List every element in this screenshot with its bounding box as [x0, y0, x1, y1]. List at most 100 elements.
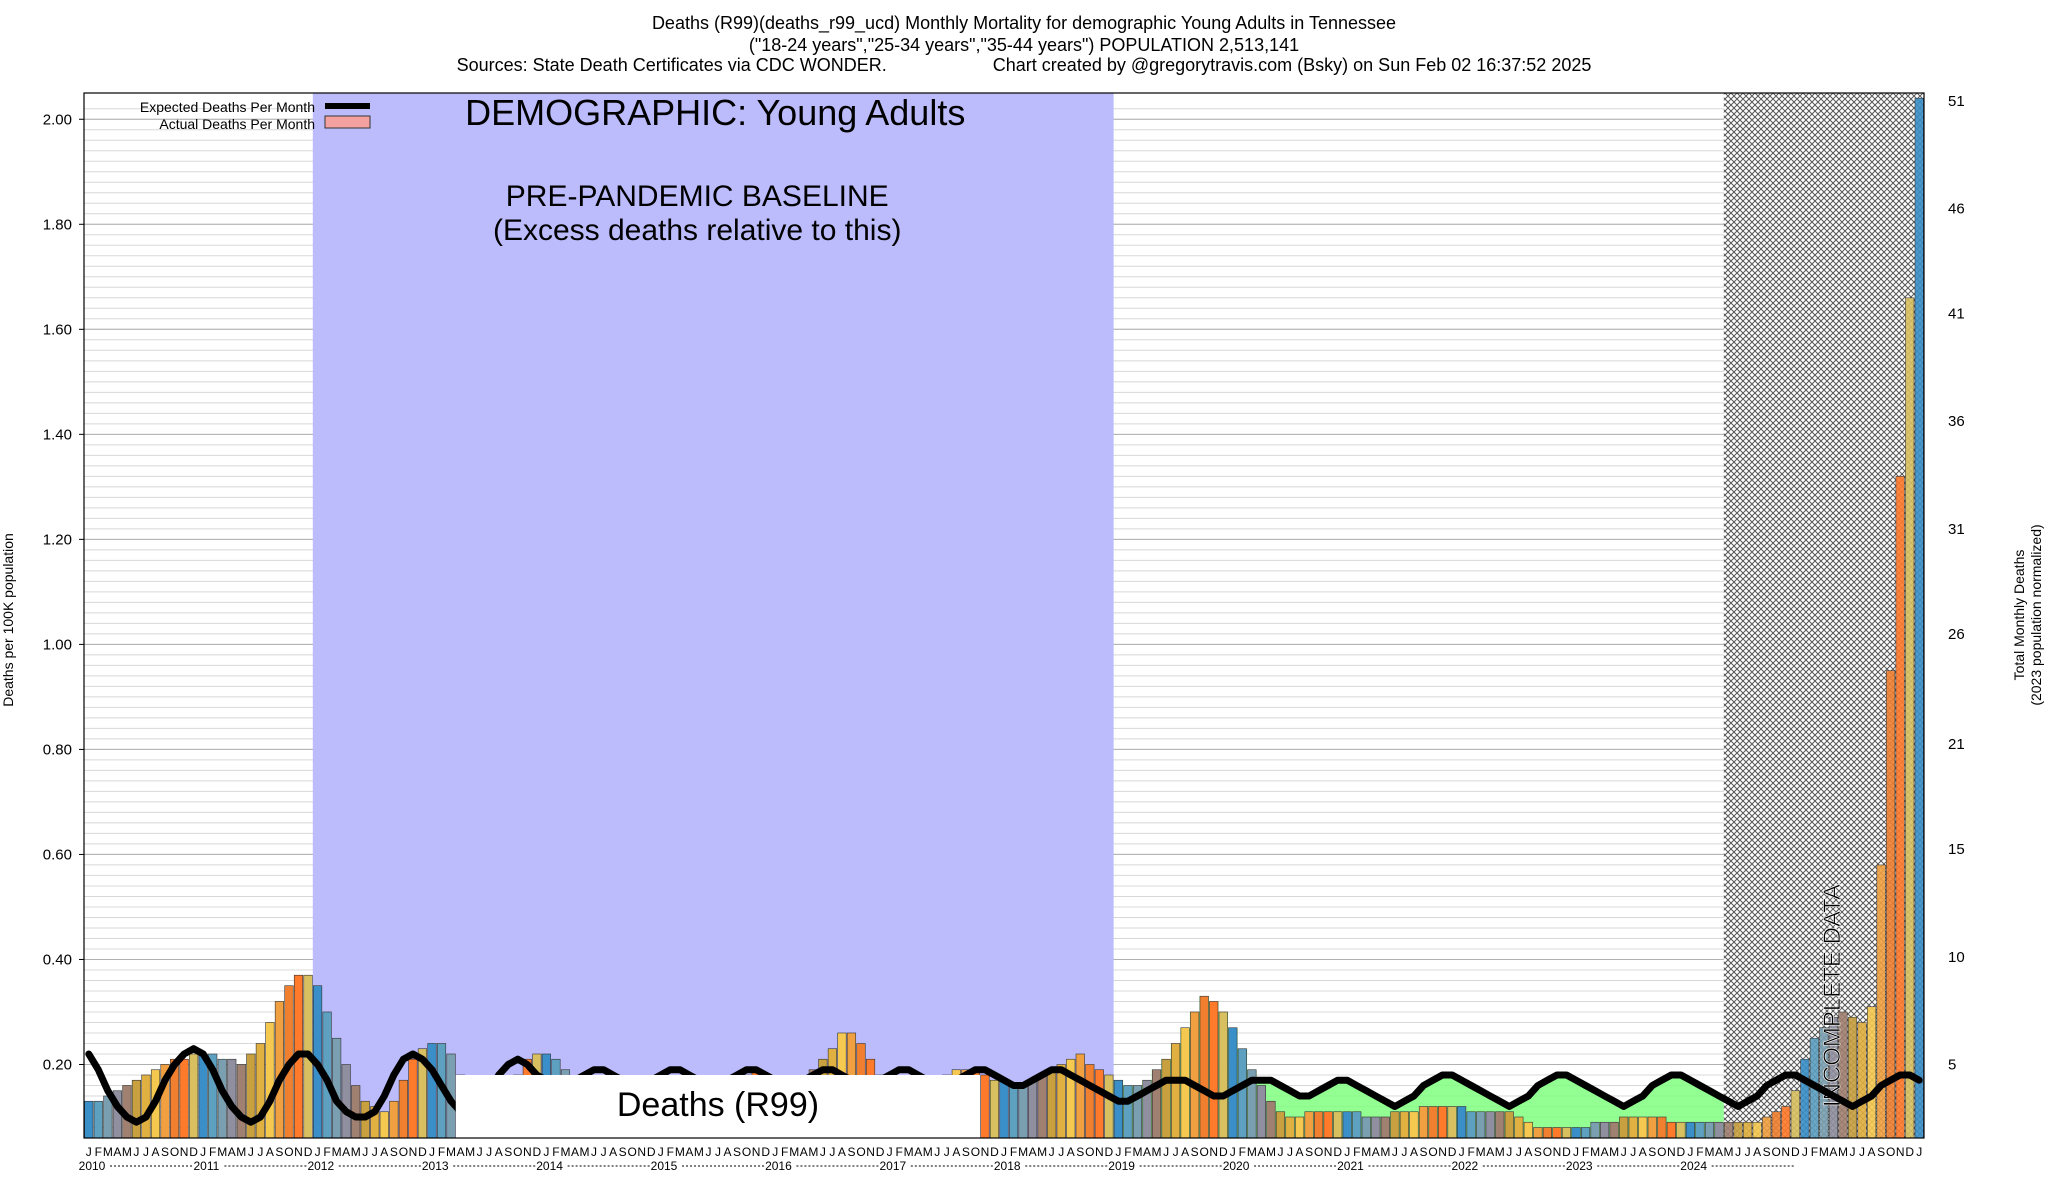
actual-bar [1371, 1116, 1381, 1139]
actual-bar [1800, 1058, 1810, 1139]
month-tick-label: A [1486, 1145, 1494, 1159]
month-tick-label: J [1849, 1145, 1855, 1159]
month-tick-label: J [200, 1145, 206, 1159]
month-tick-label: A [151, 1145, 159, 1159]
month-tick-label: J [658, 1145, 664, 1159]
right-tick-label: 36 [1948, 413, 1965, 430]
actual-bar [1666, 1121, 1676, 1139]
right-tick-label: 31 [1948, 521, 1965, 538]
y-tick-label: 1.00 [43, 636, 72, 653]
actual-bar [1104, 1074, 1114, 1139]
actual-bar [980, 1074, 990, 1139]
actual-bar [341, 1064, 351, 1139]
month-tick-label: F [895, 1145, 902, 1159]
actual-bar [1752, 1121, 1762, 1139]
actual-bar [1190, 1011, 1200, 1139]
month-tick-label: A [113, 1145, 121, 1159]
month-tick-label: A [1829, 1145, 1837, 1159]
month-tick-label: J [1344, 1145, 1350, 1159]
month-tick-label: A [1143, 1145, 1151, 1159]
month-tick-label: D [1562, 1145, 1571, 1159]
y-tick-label: 0.60 [43, 846, 72, 863]
month-tick-label: J [1001, 1145, 1007, 1159]
actual-bar [1342, 1111, 1352, 1139]
actual-bar [255, 1043, 265, 1139]
year-tick-label: 2023 [1566, 1159, 1593, 1173]
actual-bar [1781, 1106, 1791, 1139]
month-tick-label: J [1859, 1145, 1865, 1159]
actual-bar [265, 1022, 275, 1139]
month-tick-label: J [1392, 1145, 1398, 1159]
actual-bar [989, 1079, 1000, 1139]
year-tick-label: 2024 [1680, 1159, 1707, 1173]
actual-bar [1609, 1121, 1619, 1139]
month-tick-label: M [1495, 1145, 1505, 1159]
actual-bar [1333, 1111, 1343, 1139]
right-tick-label: 5 [1948, 1056, 1956, 1073]
month-tick-label: S [161, 1145, 169, 1159]
month-tick-label: O [284, 1145, 293, 1159]
actual-bar [1504, 1111, 1514, 1139]
month-tick-label: M [446, 1145, 456, 1159]
month-tick-label: F [1239, 1145, 1246, 1159]
month-tick-label: A [266, 1145, 274, 1159]
actual-bar [1647, 1116, 1657, 1139]
month-tick-label: D [1219, 1145, 1228, 1159]
month-tick-label: A [1410, 1145, 1418, 1159]
month-tick-label: F [781, 1145, 788, 1159]
month-tick-label: F [323, 1145, 330, 1159]
month-tick-label: J [1687, 1145, 1693, 1159]
actual-bar [389, 1100, 399, 1139]
month-tick-label: S [962, 1145, 970, 1159]
actual-bar [1037, 1074, 1047, 1139]
y-axis-label-right-line1: Total Monthly Deaths [2011, 549, 2027, 681]
month-tick-label: J [248, 1145, 254, 1159]
month-tick-label: O [628, 1145, 637, 1159]
y-tick-label: 0.40 [43, 951, 72, 968]
month-tick-label: J [1163, 1145, 1169, 1159]
month-tick-label: J [1745, 1145, 1751, 1159]
chart-sources: Sources: State Death Certificates via CD… [456, 55, 887, 75]
y-axis-label-right: Total Monthly Deaths (2023 population no… [2011, 524, 2045, 705]
legend-actual-label: Actual Deaths Per Month [159, 116, 315, 132]
month-tick-label: F [438, 1145, 445, 1159]
actual-bar [1704, 1121, 1715, 1139]
actual-bar [408, 1058, 418, 1139]
month-tick-label: M [1380, 1145, 1390, 1159]
actual-bar [1323, 1111, 1333, 1139]
actual-bar [427, 1043, 437, 1139]
y-tick-label: 0.20 [43, 1056, 72, 1073]
actual-bar [1914, 97, 1924, 1139]
month-tick-label: J [133, 1145, 139, 1159]
right-tick-label: 51 [1948, 93, 1965, 110]
month-tick-label: J [1230, 1145, 1236, 1159]
label-box [455, 1074, 981, 1138]
actual-bar [1523, 1121, 1533, 1139]
month-tick-label: O [1200, 1145, 1209, 1159]
actual-bar [1447, 1106, 1457, 1139]
year-tick-label: 2022 [1451, 1159, 1478, 1173]
actual-bar [1218, 1011, 1228, 1139]
month-tick-label: J [820, 1145, 826, 1159]
year-tick-label: 2011 [193, 1159, 219, 1173]
month-tick-label: F [209, 1145, 216, 1159]
actual-bar [1094, 1069, 1104, 1139]
month-tick-label: S [1419, 1145, 1427, 1159]
month-tick-label: N [1781, 1145, 1790, 1159]
month-tick-label: J [1287, 1145, 1293, 1159]
actual-bar [1619, 1116, 1629, 1139]
year-tick-label: 2021 [1337, 1159, 1364, 1173]
actual-bar [1161, 1058, 1171, 1139]
month-tick-label: M [236, 1145, 246, 1159]
month-tick-label: M [1590, 1145, 1600, 1159]
month-tick-label: D [533, 1145, 542, 1159]
incomplete-label: INCOMPLETE DATA [1819, 884, 1846, 1107]
baseline-region [312, 93, 1114, 1138]
month-tick-label: O [1543, 1145, 1552, 1159]
month-tick-label: M [789, 1145, 799, 1159]
month-tick-label: J [315, 1145, 321, 1159]
month-tick-label: N [1896, 1145, 1905, 1159]
month-tick-label: M [1361, 1145, 1371, 1159]
month-tick-label: M [580, 1145, 590, 1159]
actual-bar [84, 1100, 94, 1139]
